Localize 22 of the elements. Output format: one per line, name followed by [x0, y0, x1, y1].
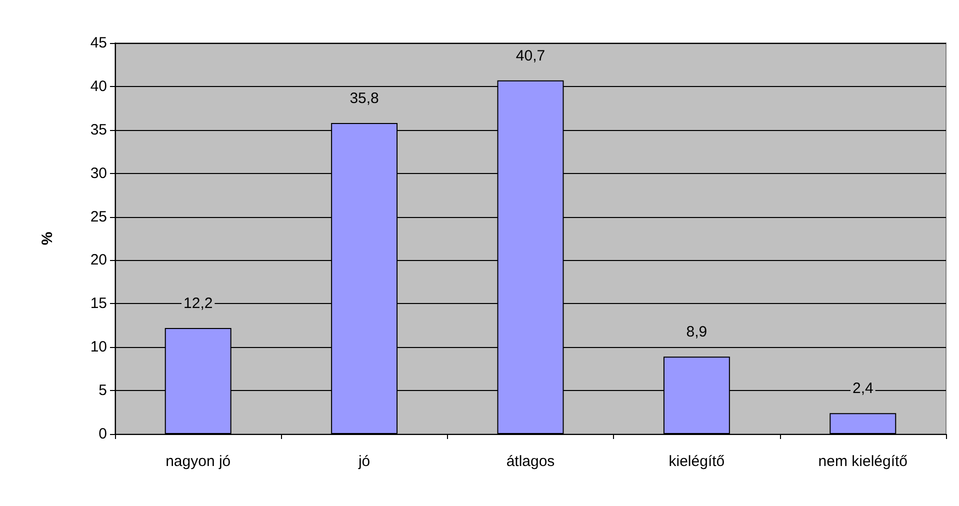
x-tick-label: nem kielégítő	[818, 453, 908, 470]
y-tick-label: 15	[90, 295, 107, 312]
y-tick-label: 25	[90, 208, 107, 226]
data-label: 12,2	[184, 294, 213, 312]
y-tick-label: 0	[98, 426, 107, 442]
y-tick-label: 5	[98, 382, 107, 400]
y-axis-title: %	[39, 232, 56, 246]
y-tick-label: 45	[90, 34, 107, 52]
data-label: 40,7	[516, 47, 546, 64]
data-label: 35,8	[350, 90, 379, 107]
x-tick-label: jó	[357, 453, 370, 470]
x-tick-label: nagyon jó	[166, 453, 231, 470]
x-tick-label: átlagos	[506, 453, 555, 470]
y-tick-label: 35	[90, 121, 107, 138]
y-tick-label: 30	[90, 164, 107, 182]
y-tick-label: 20	[90, 252, 107, 269]
y-tick-label: 10	[90, 338, 107, 356]
x-tick-label: kielégítő	[668, 453, 725, 470]
data-label: 2,4	[852, 380, 874, 398]
data-label: 8,9	[686, 324, 708, 341]
bar	[830, 413, 896, 434]
y-tick-label: 40	[90, 78, 107, 95]
